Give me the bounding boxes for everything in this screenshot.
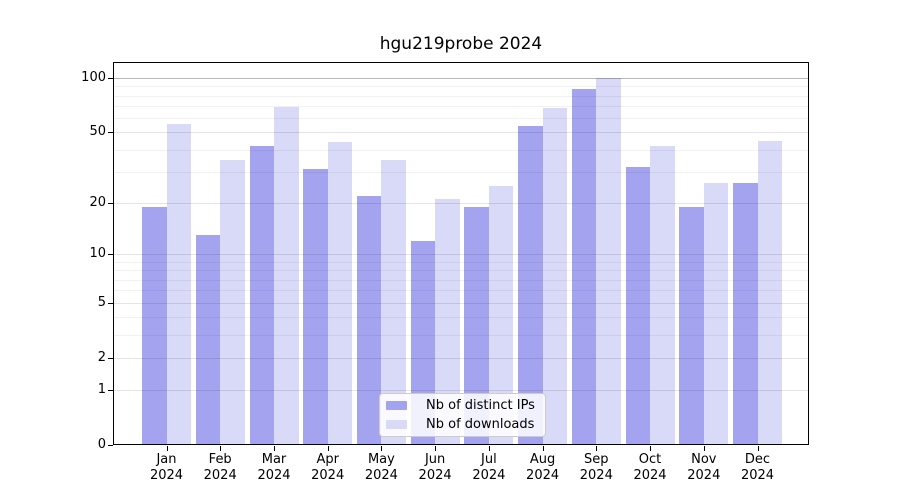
x-tick-label: Feb 2024 (203, 452, 237, 483)
bar-downloads-apr (327, 142, 353, 445)
gridline-minor (113, 118, 809, 120)
x-tick-label: Oct 2024 (633, 452, 667, 483)
bar-ips-nov (679, 206, 704, 445)
x-tick-mark (757, 446, 759, 451)
x-tick-mark (650, 446, 651, 451)
x-tick-mark (274, 446, 275, 451)
x-tick-label: Jun 2024 (418, 452, 452, 483)
gridline-minor (113, 334, 809, 336)
chart-title: hgu219probe 2024 (379, 34, 543, 54)
y-tick-mark (108, 202, 113, 204)
legend-item-distinct-ips: Nb of distinct IPs (386, 398, 537, 414)
gridline-minor (113, 149, 809, 151)
bar-downloads-mar (274, 107, 299, 445)
gridline-minor (113, 95, 809, 97)
x-tick-label: Apr 2024 (311, 452, 345, 483)
gridline-minor (113, 279, 809, 281)
bar-downloads-jan (166, 123, 191, 445)
x-tick-label: Aug 2024 (526, 452, 560, 483)
gridline-major (113, 254, 809, 256)
y-tick-mark (108, 132, 113, 134)
y-tick-mark (108, 445, 113, 446)
y-tick-mark (108, 357, 113, 359)
gridline-minor (113, 270, 809, 272)
gridline-major (113, 389, 809, 391)
x-tick-label: Sep 2024 (579, 452, 613, 483)
gridline-minor (113, 86, 809, 88)
gridline-minor (113, 171, 809, 173)
gridline-minor (113, 106, 809, 107)
y-tick-label: 10 (89, 246, 106, 262)
bar-downloads-aug (542, 108, 568, 445)
bar-ips-jan (142, 206, 167, 445)
y-tick-label: 20 (89, 194, 106, 210)
y-tick-label: 2 (97, 349, 106, 365)
gridline-major (113, 132, 809, 134)
legend-item-downloads: Nb of downloads (386, 417, 537, 433)
bar-downloads-nov (703, 182, 729, 445)
bar-downloads-oct (650, 145, 675, 445)
x-tick-mark (596, 446, 598, 451)
gridline-major (113, 357, 809, 359)
y-tick-mark (108, 254, 113, 256)
y-tick-mark (108, 78, 113, 79)
bar-downloads-feb (220, 160, 245, 445)
gridline-major (113, 202, 809, 204)
x-tick-mark (220, 446, 222, 451)
legend-swatch-downloads (386, 419, 407, 429)
y-tick-label: 0 (97, 437, 106, 452)
x-tick-label: Nov 2024 (687, 452, 721, 483)
x-tick-mark (327, 446, 329, 451)
x-tick-mark (488, 446, 490, 451)
y-tick-mark (108, 389, 113, 391)
x-tick-mark (435, 446, 437, 451)
x-tick-label: Jan 2024 (149, 452, 184, 483)
bar-ips-apr (303, 169, 328, 445)
y-tick-label: 1 (97, 381, 106, 397)
bar-ips-may (356, 195, 382, 445)
legend-label-downloads: Nb of downloads (426, 416, 535, 432)
legend: Nb of distinct IPs Nb of downloads (379, 393, 546, 437)
gridline-minor (113, 317, 809, 318)
x-tick-label: Mar 2024 (257, 452, 291, 483)
bar-downloads-sep (596, 78, 621, 445)
bar-downloads-dec (757, 140, 782, 445)
gridline-major (113, 78, 809, 79)
bar-ips-feb (195, 235, 221, 445)
gridline-minor (113, 290, 809, 292)
y-tick-label: 100 (81, 70, 106, 85)
legend-swatch-ips (386, 401, 407, 411)
x-tick-mark (166, 446, 168, 451)
y-tick-label: 5 (97, 294, 106, 310)
legend-label-ips: Nb of distinct IPs (426, 398, 535, 414)
x-tick-mark (542, 446, 544, 451)
y-tick-label: 50 (89, 124, 106, 140)
gridline-minor (113, 261, 809, 263)
bar-ips-oct (625, 167, 650, 445)
gridline-major (113, 302, 809, 304)
y-tick-mark (108, 302, 113, 304)
x-tick-label: May 2024 (364, 452, 398, 483)
bar-ips-sep (571, 89, 597, 445)
x-tick-label: Jul 2024 (472, 452, 506, 483)
x-tick-label: Dec 2024 (740, 452, 775, 483)
bar-ips-aug (518, 126, 543, 445)
x-tick-mark (381, 446, 383, 451)
bar-ips-mar (249, 145, 274, 445)
x-tick-mark (703, 446, 705, 451)
bar-ips-dec (733, 182, 758, 445)
